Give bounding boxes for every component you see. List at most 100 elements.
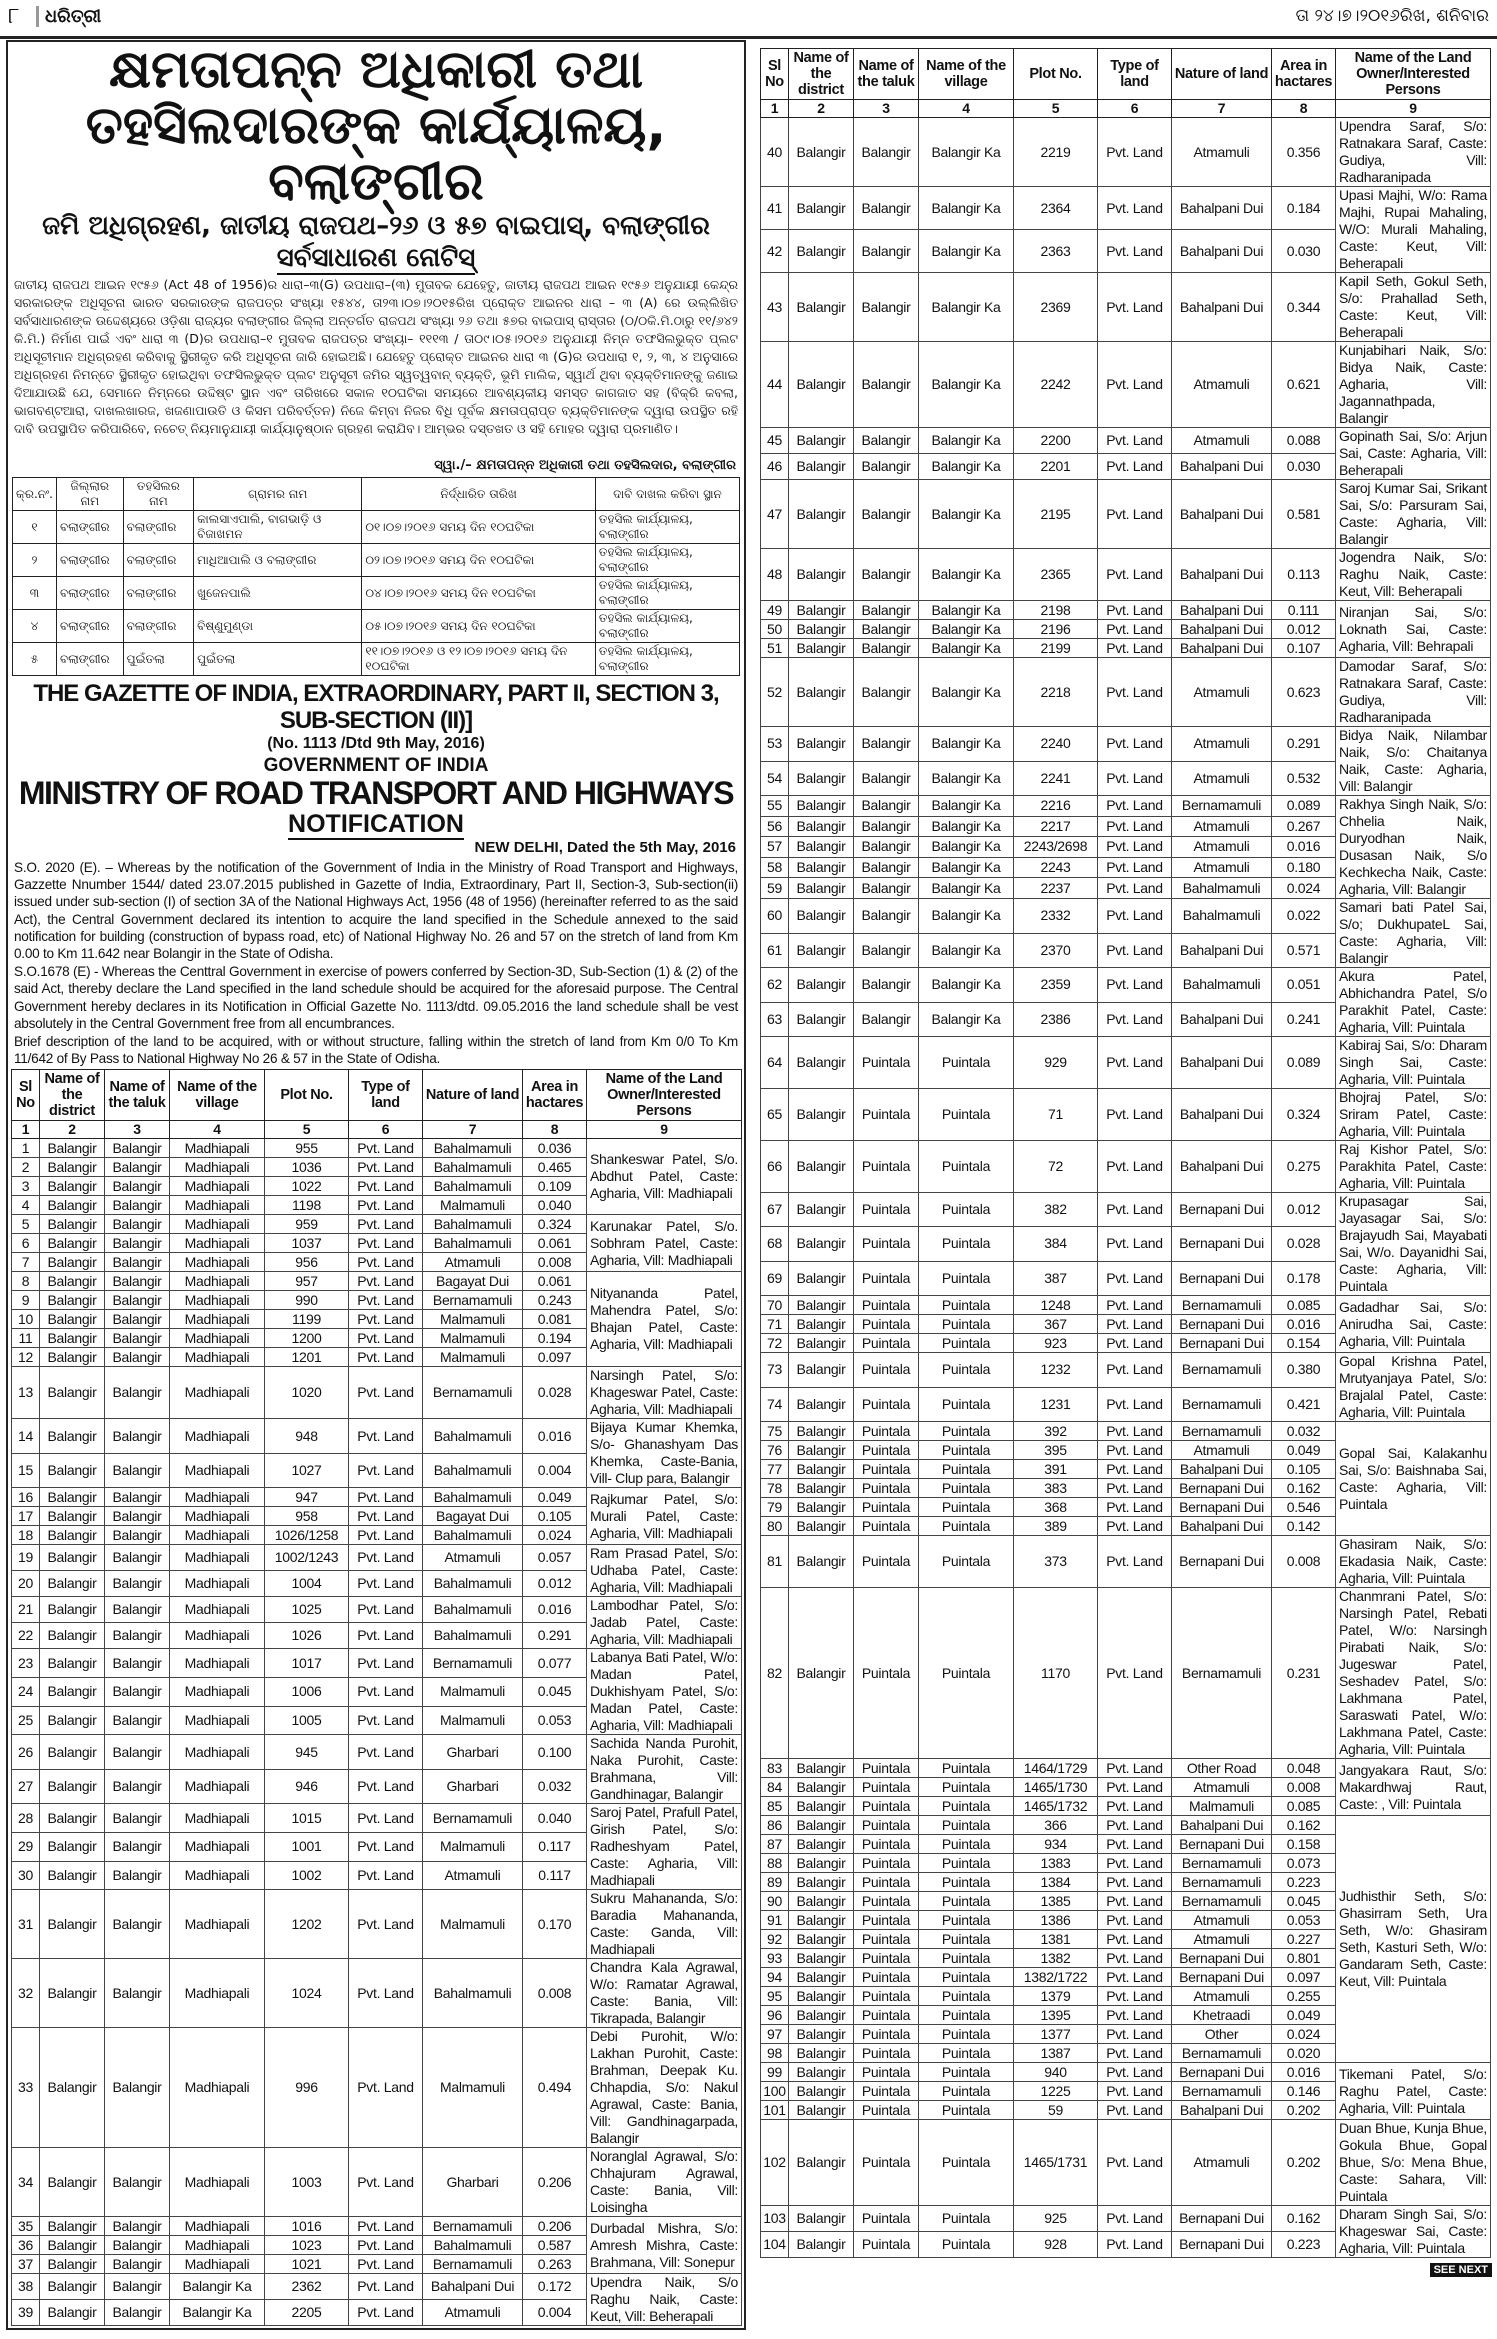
taluk-cell: Balangir [104,2147,170,2218]
land-nature-cell: Malmamuli [1171,1796,1272,1816]
plot-no-cell: 955 [264,1138,349,1159]
land-nature-cell: Bernamamuli [1171,1872,1272,1892]
sl-no-cell: 44 [760,341,789,428]
land-type-cell: Pvt. Land [348,2147,423,2218]
taluk-cell: Balangir [853,898,919,934]
sl-no-cell: 60 [760,898,789,934]
sl-no-cell: 50 [760,619,789,639]
village-cell: Madhiapali [169,1958,265,2029]
hearing-cell: ପୁଇଁତଲା [193,642,363,676]
land-nature-cell: Atmamuli [1171,117,1272,187]
area-cell: 0.061 [522,1233,587,1254]
owner-cell: Bhojraj Patel, S/o: Sriram Patel, Caste:… [1335,1088,1491,1141]
plot-no-cell: 996 [264,2027,349,2149]
district-cell: Balangir [788,2231,854,2258]
hearing-cell: ବିଷ୍ଣୁମୁଣ୍ଡା [193,609,363,643]
land-nature-cell: Bahalpani Dui [1171,272,1272,342]
land-nature-cell: Bernapani Dui [1171,1314,1272,1334]
land-nature-cell: Bernapani Dui [1171,1478,1272,1498]
taluk-cell: Balangir [104,1734,170,1770]
area-cell: 0.053 [1271,1910,1336,1930]
village-cell: Puintala [918,1587,1014,1759]
village-cell: Puintala [918,1948,1014,1968]
land-type-cell: Pvt. Land [1097,1929,1172,1949]
schedule-row: 87 Balangir Puintala Puintala 934 Pvt. Land Be… [760,1834,1491,1854]
area-cell: 0.243 [522,1290,587,1311]
taluk-cell: Puintala [853,1478,919,1498]
land-nature-cell: Bahalpani Dui [1171,548,1272,601]
schedule-row: 22 Balangir Balangir Madhiapali 1026 Pvt. Lan… [11,1622,742,1650]
sl-no-cell: 85 [760,1796,789,1816]
taluk-cell: Balangir [104,1570,170,1598]
taluk-cell: Balangir [853,795,919,817]
plot-no-cell: 392 [1013,1421,1098,1441]
land-type-cell: Pvt. Land [1097,1001,1172,1037]
hearing-header-cell: ନିର୍ଦ୍ଧାରିତ ତାରିଖ [361,477,596,511]
sl-no-cell: 49 [760,600,789,620]
plot-no-cell: 1022 [264,1176,349,1197]
plot-no-cell: 1199 [264,1309,349,1330]
village-cell: Madhiapali [169,1328,265,1349]
sl-no-cell: 58 [760,856,789,879]
land-nature-cell: Bernamamuli [422,1290,523,1311]
district-cell: Balangir [39,1958,105,2029]
schedule-row: 18 Balangir Balangir Madhiapali 1026/1258 Pvt… [11,1525,742,1546]
taluk-cell: Puintala [853,1815,919,1835]
hearing-cell: ୫ [12,642,57,676]
notification-text: NOTIFICATION [288,810,464,840]
taluk-cell: Balangir [104,1768,170,1805]
land-type-cell: Pvt. Land [1097,453,1172,480]
land-type-cell: Pvt. Land [348,1734,423,1770]
sl-no-cell: 21 [11,1596,40,1624]
sl-no-cell: 8 [11,1271,40,1292]
land-type-cell: Pvt. Land [1097,726,1172,762]
district-cell: Balangir [39,1418,105,1454]
owner-cell: Damodar Saraf, S/o: Ratnakara Saraf, Cas… [1335,657,1491,727]
sl-no-cell: 38 [11,2273,40,2301]
area-cell: 0.100 [522,1734,587,1770]
sl-no-cell: 87 [760,1834,789,1854]
district-cell: Balangir [788,932,854,968]
schedule-header-cell: Sl No [760,48,789,100]
land-type-cell: Pvt. Land [348,1525,423,1546]
schedule-row: 96 Balangir Puintala Puintala 1395 Pvt. Land K… [760,2005,1491,2025]
district-cell: Balangir [788,2119,854,2206]
plot-no-cell: 1002 [264,1860,349,1891]
sl-no-cell: 54 [760,760,789,796]
district-cell: Balangir [788,1929,854,1949]
area-cell: 0.255 [1271,1986,1336,2006]
land-schedule-table-part1: Sl No Name of the district Name of the tal… [11,1069,742,2327]
area-cell: 0.024 [522,1525,587,1546]
schedule-row: 55 Balangir Balangir Balangir Ka 2216 Pvt. La… [760,795,1491,899]
village-cell: Madhiapali [169,1506,265,1527]
plot-no-cell: 945 [264,1734,349,1770]
land-type-cell: Pvt. Land [348,1252,423,1273]
area-cell: 0.324 [522,1214,587,1235]
land-type-cell: Pvt. Land [1097,1191,1172,1228]
land-type-cell: Pvt. Land [1097,1986,1172,2006]
schedule-row: 14 Balangir Balangir Madhiapali 948 Pvt. Land… [11,1418,742,1489]
sl-no-cell: 67 [760,1191,789,1228]
district-cell: Balangir [788,1352,854,1388]
taluk-cell: Balangir [853,548,919,601]
plot-no-cell: 1377 [1013,2024,1098,2044]
sl-no-cell: 81 [760,1535,789,1588]
plot-no-cell: 1017 [264,1648,349,1679]
village-cell: Puintala [918,1140,1014,1193]
plot-no-cell: 1036 [264,1157,349,1178]
village-cell: Madhiapali [169,2147,265,2218]
land-type-cell: Pvt. Land [348,1506,423,1527]
village-cell: Balangir Ka [918,638,1014,658]
sl-no-cell: 78 [760,1478,789,1498]
district-cell: Balangir [788,1459,854,1479]
sl-no-cell: 57 [760,836,789,858]
sl-no-cell: 47 [760,479,789,549]
taluk-cell: Balangir [104,1832,170,1862]
land-nature-cell: Bahalpani Dui [1171,932,1272,968]
column-number: 8 [522,1120,587,1140]
area-cell: 0.057 [522,1544,587,1572]
village-cell: Madhiapali [169,1195,265,1216]
area-cell: 0.022 [1271,898,1336,934]
land-type-cell: Pvt. Land [1097,1834,1172,1854]
land-type-cell: Pvt. Land [1097,479,1172,549]
